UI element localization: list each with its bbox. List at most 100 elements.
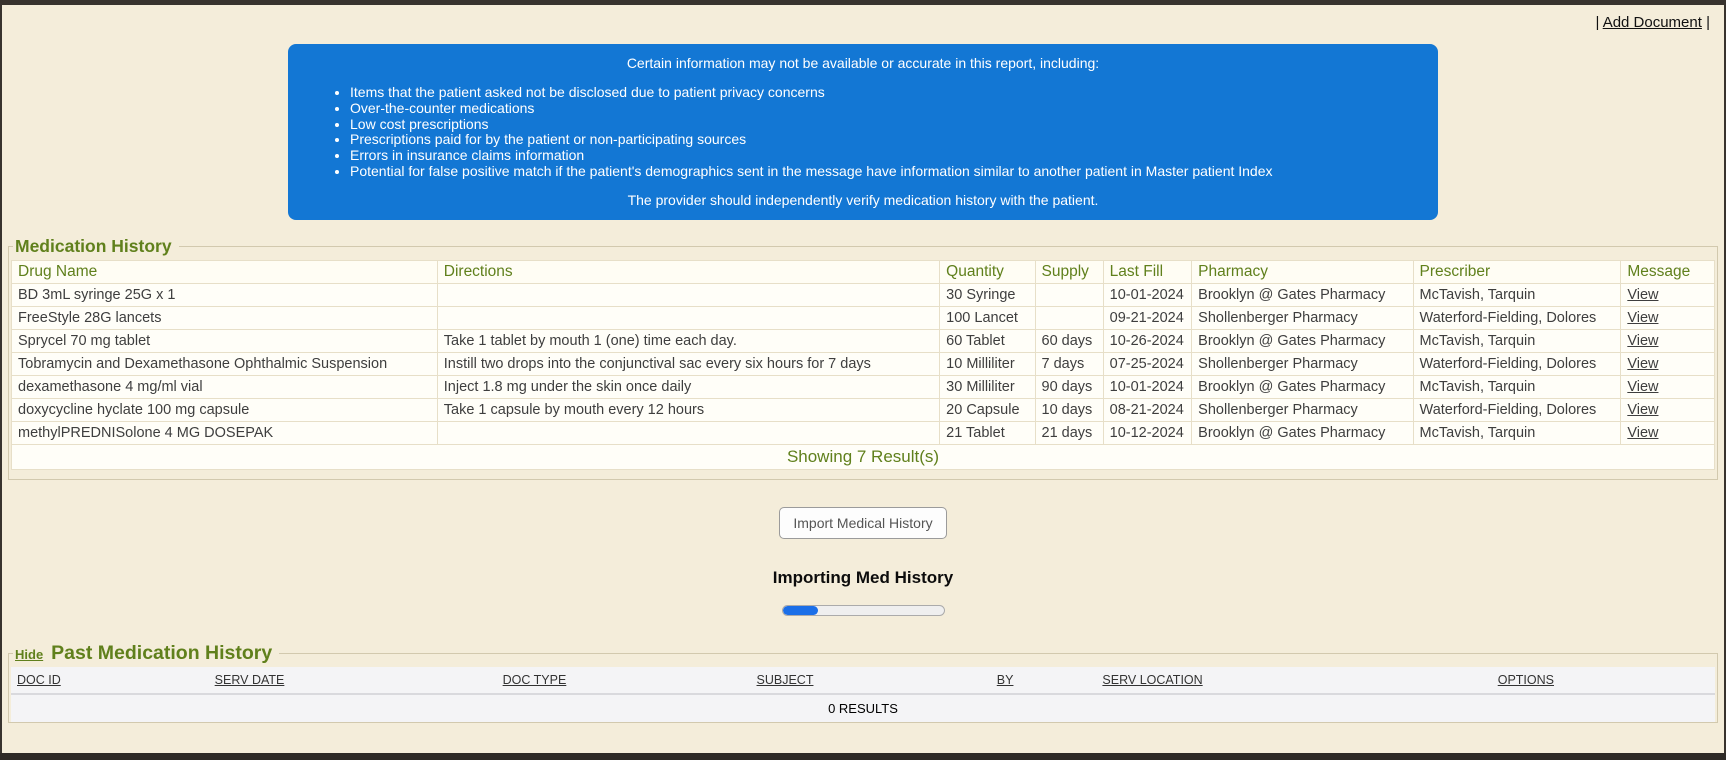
message-cell: View [1620,305,1715,330]
drug-name-cell: dexamethasone 4 mg/ml vial [11,374,438,399]
drug-name-cell: doxycycline hyclate 100 mg capsule [11,397,438,422]
last-fill-cell: 10-12-2024 [1102,420,1193,445]
quantity-cell: 10 Milliliter [939,351,1036,376]
medication-history-table: Drug Name Directions Quantity Supply Last Fi… [11,259,1715,470]
past-column-sort-link[interactable]: OPTIONS [1497,672,1554,687]
drug-name-cell: methylPREDNISolone 4 MG DOSEPAK [11,420,438,445]
progress-fill [782,605,818,615]
view-message-link[interactable]: View [1627,286,1659,303]
table-row: Tobramycin and Dexamethasone Ophthalmic … [11,351,1715,376]
top-action-bar: | Add Document | [0,0,1726,31]
table-row: FreeStyle 28G lancets 100 Lancet 09-21-2… [11,305,1715,330]
view-message-link[interactable]: View [1627,378,1659,395]
med-column-header: Supply [1034,259,1104,284]
past-column-sort-link[interactable]: DOC ID [17,672,61,687]
disclaimer-bullet: Prescriptions paid for by the patient or… [350,132,1412,147]
view-message-link[interactable]: View [1627,355,1659,372]
results-count: Showing 7 Result(s) [11,443,1715,470]
last-fill-cell: 10-01-2024 [1102,374,1193,399]
importing-status-title: Importing Med History [772,567,954,587]
past-column-header: OPTIONS [1491,666,1715,694]
hide-section-link[interactable]: Hide [15,646,44,662]
import-medical-history-button[interactable]: Import Medical History [779,506,947,539]
quantity-cell: 20 Capsule [939,397,1036,422]
disclaimer-notice: Certain information may not be available… [288,44,1438,220]
add-document-link[interactable]: Add Document [1602,14,1702,31]
directions-cell [436,420,941,445]
disclaimer-bullet: Potential for false positive match if th… [350,164,1412,179]
med-history-summary-row: Showing 7 Result(s) [11,443,1715,470]
table-row: BD 3mL syringe 25G x 1 30 Syringe 10-01-… [11,282,1715,307]
view-message-link[interactable]: View [1627,401,1659,418]
disclaimer-title: Certain information may not be available… [626,55,1100,71]
last-fill-cell: 09-21-2024 [1102,305,1193,330]
supply-cell [1034,305,1104,330]
past-column-header: SERV DATE [208,666,497,694]
past-column-header: SERV LOCATION [1096,666,1492,694]
past-column-header: BY [990,666,1097,694]
med-column-header: Prescriber [1412,259,1622,284]
past-column-header: DOC TYPE [496,666,751,694]
window-edge-bottom [0,753,1726,760]
last-fill-cell: 10-01-2024 [1102,282,1193,307]
message-cell: View [1620,282,1715,307]
directions-cell: Inject 1.8 mg under the skin once daily [436,374,941,399]
med-column-header: Last Fill [1102,259,1193,284]
past-column-sort-link[interactable]: DOC TYPE [502,672,567,687]
table-row: Sprycel 70 mg tablet Take 1 tablet by mo… [11,328,1715,353]
med-column-header: Quantity [939,259,1036,284]
past-column-sort-link[interactable]: SERV DATE [214,672,285,687]
view-message-link[interactable]: View [1627,309,1659,326]
disclaimer-footer: The provider should independently verify… [627,191,1099,208]
pharmacy-cell: Brooklyn @ Gates Pharmacy [1191,282,1414,307]
directions-cell: Take 1 capsule by mouth every 12 hours [436,397,941,422]
window-edge-left [0,0,2,760]
pharmacy-cell: Shollenberger Pharmacy [1191,305,1414,330]
med-column-header: Message [1620,259,1715,284]
drug-name-cell: FreeStyle 28G lancets [11,305,438,330]
med-history-rows: BD 3mL syringe 25G x 1 30 Syringe 10-01-… [11,282,1715,445]
past-history-results-row: 0 RESULTS [11,692,1715,722]
past-history-header-row: DOC ID SERV DATE DOC TYPE SUBJECT BY SERV LOC… [11,666,1715,694]
past-column-sort-link[interactable]: SERV LOCATION [1102,672,1203,687]
table-row: doxycycline hyclate 100 mg capsule Take … [11,397,1715,422]
supply-cell: 60 days [1034,328,1104,353]
directions-cell: Take 1 tablet by mouth 1 (one) time each… [436,328,941,353]
med-column-header: Directions [436,259,941,284]
supply-cell: 90 days [1034,374,1104,399]
message-cell: View [1620,420,1715,445]
past-column-sort-link[interactable]: SUBJECT [756,672,814,687]
quantity-cell: 60 Tablet [939,328,1036,353]
disclaimer-bullet: Items that the patient asked not be disc… [350,85,1412,100]
view-message-link[interactable]: View [1627,424,1659,441]
supply-cell: 7 days [1034,351,1104,376]
pharmacy-cell: Shollenberger Pharmacy [1191,397,1414,422]
directions-cell [436,282,941,307]
import-progress-bar [781,604,945,616]
prescriber-cell: McTavish, Tarquin [1412,328,1622,353]
separator: | [1595,14,1600,31]
prescriber-cell: McTavish, Tarquin [1412,282,1622,307]
message-cell: View [1620,397,1715,422]
supply-cell: 21 days [1034,420,1104,445]
table-row: methylPREDNISolone 4 MG DOSEPAK 21 Table… [11,420,1715,445]
past-column-header: SUBJECT [750,666,991,694]
disclaimer-bullet: Low cost prescriptions [350,116,1412,132]
message-cell: View [1620,328,1715,353]
window-edge-top [0,0,1726,5]
quantity-cell: 30 Milliliter [939,374,1036,399]
prescriber-cell: Waterford-Fielding, Dolores [1412,305,1622,330]
message-cell: View [1620,351,1715,376]
medication-history-section: Medication History Drug Name Directions Qu… [8,235,1718,480]
med-history-header-row: Drug Name Directions Quantity Supply Last Fi… [11,259,1715,284]
view-message-link[interactable]: View [1627,332,1659,349]
past-medication-history-section: Hide Past Medication History DOC ID SERV … [8,641,1718,723]
quantity-cell: 100 Lancet [939,305,1036,330]
past-column-sort-link[interactable]: BY [996,672,1014,687]
pharmacy-cell: Brooklyn @ Gates Pharmacy [1191,420,1414,445]
window-edge-right [1724,0,1726,760]
pharmacy-cell: Brooklyn @ Gates Pharmacy [1191,374,1414,399]
directions-cell: Instill two drops into the conjunctival … [436,351,941,376]
pharmacy-cell: Brooklyn @ Gates Pharmacy [1191,328,1414,353]
directions-cell [436,305,941,330]
